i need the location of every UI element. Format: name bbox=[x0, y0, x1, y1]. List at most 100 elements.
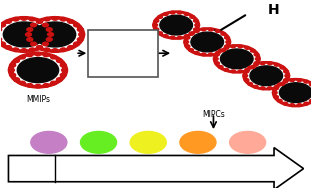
Circle shape bbox=[290, 79, 295, 82]
Circle shape bbox=[250, 66, 283, 86]
Circle shape bbox=[180, 132, 216, 153]
Circle shape bbox=[14, 56, 61, 84]
Circle shape bbox=[256, 57, 260, 60]
Circle shape bbox=[277, 81, 312, 104]
Circle shape bbox=[231, 70, 236, 73]
Circle shape bbox=[51, 55, 56, 59]
Circle shape bbox=[60, 73, 66, 77]
Circle shape bbox=[29, 48, 35, 51]
Circle shape bbox=[283, 102, 288, 105]
Circle shape bbox=[194, 30, 199, 32]
Circle shape bbox=[74, 23, 80, 27]
Circle shape bbox=[37, 20, 42, 23]
Circle shape bbox=[0, 28, 2, 31]
Circle shape bbox=[213, 57, 218, 60]
Circle shape bbox=[44, 48, 50, 51]
Circle shape bbox=[21, 17, 27, 20]
Circle shape bbox=[208, 53, 213, 56]
Circle shape bbox=[226, 41, 231, 43]
Circle shape bbox=[37, 46, 42, 49]
Circle shape bbox=[158, 32, 163, 35]
Circle shape bbox=[248, 64, 285, 87]
Circle shape bbox=[284, 79, 288, 81]
Circle shape bbox=[221, 49, 253, 69]
Circle shape bbox=[218, 66, 223, 68]
Circle shape bbox=[31, 132, 67, 153]
Circle shape bbox=[0, 42, 5, 46]
Circle shape bbox=[304, 80, 309, 83]
Circle shape bbox=[215, 30, 220, 32]
Circle shape bbox=[34, 22, 76, 47]
Circle shape bbox=[163, 35, 168, 37]
FancyBboxPatch shape bbox=[88, 30, 158, 77]
Circle shape bbox=[243, 74, 248, 77]
Circle shape bbox=[0, 17, 53, 52]
Circle shape bbox=[224, 46, 229, 49]
Circle shape bbox=[160, 15, 193, 35]
Circle shape bbox=[60, 17, 66, 21]
Circle shape bbox=[310, 99, 312, 102]
Text: Magnetic
assembly: Magnetic assembly bbox=[101, 43, 145, 64]
Circle shape bbox=[74, 42, 80, 46]
Circle shape bbox=[283, 80, 288, 83]
Circle shape bbox=[190, 15, 195, 18]
Circle shape bbox=[10, 63, 16, 67]
Circle shape bbox=[185, 45, 190, 48]
Circle shape bbox=[213, 45, 260, 73]
Circle shape bbox=[189, 33, 193, 35]
Circle shape bbox=[8, 68, 14, 72]
Circle shape bbox=[154, 19, 159, 22]
Circle shape bbox=[215, 53, 219, 56]
Circle shape bbox=[60, 63, 66, 67]
Circle shape bbox=[68, 46, 74, 49]
Circle shape bbox=[19, 81, 25, 85]
Circle shape bbox=[170, 11, 175, 14]
Circle shape bbox=[29, 17, 35, 21]
Circle shape bbox=[48, 33, 53, 36]
Circle shape bbox=[245, 68, 250, 71]
Circle shape bbox=[17, 58, 59, 83]
Circle shape bbox=[35, 52, 41, 56]
Circle shape bbox=[191, 32, 224, 52]
Circle shape bbox=[158, 15, 163, 18]
Circle shape bbox=[31, 42, 37, 46]
Circle shape bbox=[56, 59, 62, 62]
Circle shape bbox=[224, 68, 229, 71]
Circle shape bbox=[195, 24, 199, 26]
Circle shape bbox=[184, 28, 231, 56]
Circle shape bbox=[218, 49, 223, 52]
Circle shape bbox=[52, 17, 58, 20]
Text: MMIPs: MMIPs bbox=[26, 95, 50, 105]
Circle shape bbox=[80, 132, 117, 153]
Circle shape bbox=[225, 36, 229, 39]
Circle shape bbox=[51, 81, 56, 85]
Polygon shape bbox=[8, 148, 304, 189]
Circle shape bbox=[21, 49, 27, 52]
Circle shape bbox=[13, 17, 19, 21]
Circle shape bbox=[275, 63, 279, 66]
Circle shape bbox=[251, 66, 255, 68]
Circle shape bbox=[3, 22, 45, 47]
Circle shape bbox=[221, 33, 226, 35]
Circle shape bbox=[248, 66, 252, 69]
Circle shape bbox=[221, 49, 226, 52]
Circle shape bbox=[27, 53, 33, 57]
Circle shape bbox=[280, 82, 285, 85]
Circle shape bbox=[248, 82, 252, 85]
Circle shape bbox=[201, 28, 206, 31]
Circle shape bbox=[42, 23, 48, 27]
Circle shape bbox=[32, 20, 79, 49]
Circle shape bbox=[37, 20, 42, 23]
Circle shape bbox=[297, 79, 302, 82]
Circle shape bbox=[185, 36, 190, 39]
Circle shape bbox=[193, 19, 198, 22]
Circle shape bbox=[190, 32, 195, 35]
Circle shape bbox=[268, 62, 272, 65]
Circle shape bbox=[8, 52, 67, 88]
Circle shape bbox=[79, 33, 85, 36]
Circle shape bbox=[244, 70, 249, 73]
Circle shape bbox=[277, 99, 282, 102]
Circle shape bbox=[154, 28, 159, 31]
Circle shape bbox=[254, 53, 259, 56]
Circle shape bbox=[43, 53, 49, 57]
